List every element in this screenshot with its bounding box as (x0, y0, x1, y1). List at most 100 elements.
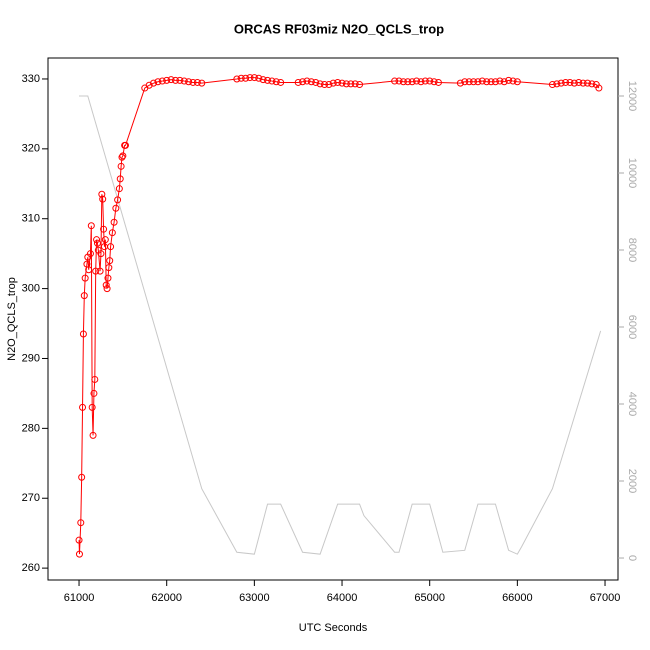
y2-tick-label: 4000 (626, 392, 638, 416)
y2-tick-label: 8000 (626, 238, 638, 262)
data-point (77, 519, 85, 527)
data-point (557, 79, 565, 87)
data-point (91, 375, 99, 383)
data-point (329, 79, 337, 87)
data-point (119, 152, 127, 160)
data-point (86, 250, 94, 258)
data-point (93, 236, 101, 244)
data-point (513, 78, 521, 86)
data-point (483, 78, 491, 86)
data-point (103, 285, 111, 293)
data-point (496, 77, 504, 85)
data-point (118, 153, 126, 161)
data-point (478, 77, 486, 85)
data-point (417, 78, 425, 86)
data-point (465, 78, 473, 86)
data-point (233, 75, 241, 83)
chart-title: ORCAS RF03miz N2O_QCLS_trop (234, 21, 444, 36)
data-point (101, 236, 109, 244)
data-point (115, 185, 123, 193)
data-point (294, 78, 302, 86)
data-point (307, 78, 315, 86)
data-point (426, 77, 434, 85)
data-point (347, 80, 355, 88)
data-point (312, 78, 320, 86)
data-point (106, 257, 114, 265)
data-point (93, 239, 101, 247)
data-point (96, 267, 104, 275)
x-axis-label: UTC Seconds (299, 622, 368, 634)
data-point (237, 74, 245, 82)
x-tick-label: 67000 (590, 592, 621, 604)
data-point (259, 76, 267, 84)
x-tick-label: 62000 (151, 592, 182, 604)
series-line (79, 95, 602, 555)
data-point (434, 78, 442, 86)
data-point (180, 77, 188, 85)
data-point (474, 78, 482, 86)
data-point (163, 76, 171, 84)
data-point (78, 473, 86, 481)
data-point (579, 79, 587, 87)
data-point (108, 229, 116, 237)
data-point (470, 78, 478, 86)
data-point (570, 79, 578, 87)
data-point (87, 222, 95, 230)
data-point (189, 78, 197, 86)
data-point (171, 76, 179, 84)
x-tick-label: 66000 (502, 592, 533, 604)
data-point (272, 78, 280, 86)
y2-tick-label: 0 (626, 555, 638, 561)
data-point (99, 195, 107, 203)
data-point (193, 78, 201, 86)
data-point (102, 281, 110, 289)
data-point (491, 78, 499, 86)
data-point (509, 77, 517, 85)
x-tick-label: 61000 (64, 592, 95, 604)
data-point (316, 80, 324, 88)
data-point (399, 78, 407, 86)
data-point (89, 431, 97, 439)
data-point (88, 403, 96, 411)
y-tick-label: 330 (22, 73, 40, 85)
data-point (79, 330, 87, 338)
data-point (158, 77, 166, 85)
x-tick-label: 65000 (414, 592, 445, 604)
data-point (145, 81, 153, 89)
plot-frame (47, 57, 619, 581)
data-point (112, 204, 120, 212)
y-tick-label: 280 (22, 422, 40, 434)
data-point (81, 274, 89, 282)
data-point (176, 76, 184, 84)
data-point (105, 264, 113, 272)
data-point (303, 77, 311, 85)
data-point (185, 78, 193, 86)
data-point (242, 74, 250, 82)
data-point (413, 77, 421, 85)
data-point (575, 78, 583, 86)
data-point (116, 175, 124, 183)
data-point (395, 77, 403, 85)
y-tick-label: 270 (22, 492, 40, 504)
y-tick-label: 320 (22, 143, 40, 155)
data-point (121, 141, 129, 149)
data-point (100, 225, 108, 233)
x-tick-label: 64000 (327, 592, 358, 604)
data-point (246, 74, 254, 82)
data-point (90, 389, 98, 397)
y-axis-label: N2O_QCLS_trop (6, 277, 18, 361)
data-point (430, 78, 438, 86)
data-point (117, 162, 125, 170)
data-point (97, 250, 105, 258)
data-point (268, 77, 276, 85)
data-point (150, 79, 158, 87)
data-point (299, 78, 307, 86)
data-point (391, 77, 399, 85)
data-point (167, 76, 175, 84)
data-point (114, 196, 122, 204)
data-point (92, 267, 100, 275)
y2-tick-label: 10000 (626, 158, 638, 189)
data-point (595, 84, 603, 92)
